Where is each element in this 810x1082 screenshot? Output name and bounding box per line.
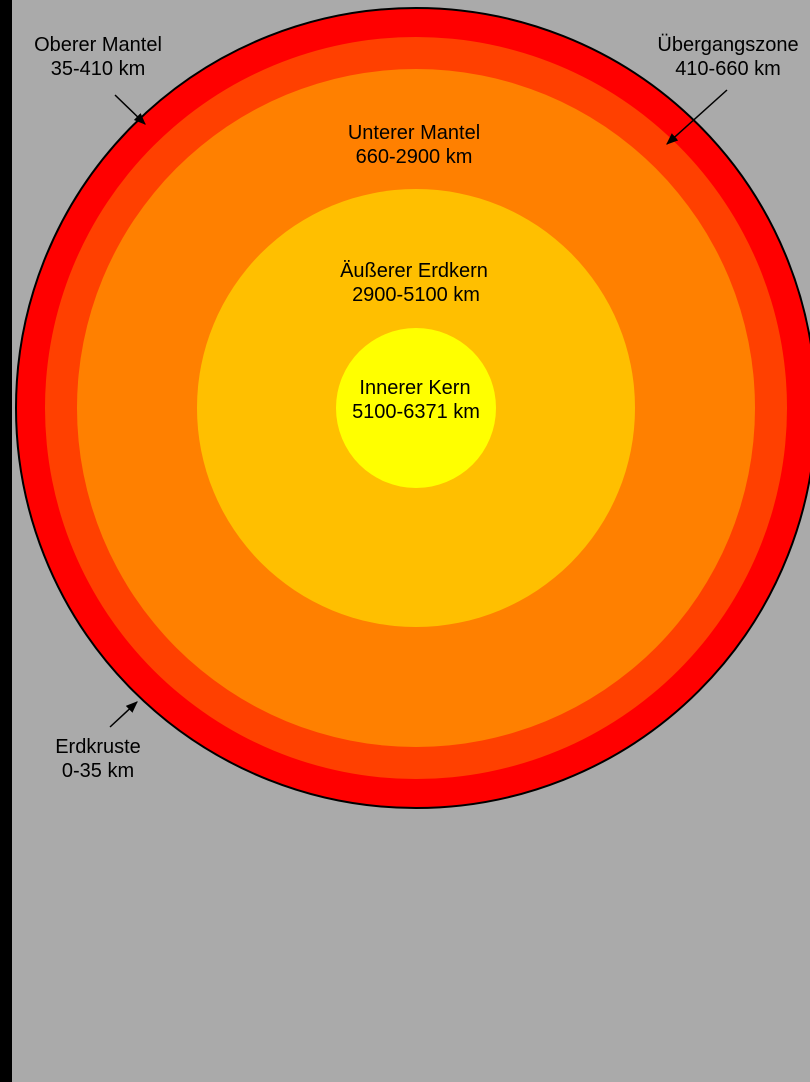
layer-name: Unterer Mantel bbox=[348, 122, 480, 144]
layer-range: 410-660 km bbox=[675, 58, 781, 80]
layer-range: 2900-5100 km bbox=[352, 284, 480, 306]
layer-range: 5100-6371 km bbox=[352, 401, 480, 423]
layer-name: Übergangszone bbox=[657, 34, 798, 56]
layer-name: Äußerer Erdkern bbox=[340, 260, 488, 282]
layer-range: 0-35 km bbox=[62, 760, 134, 782]
layer-name: Erdkruste bbox=[55, 736, 141, 758]
layer-range: 35-410 km bbox=[51, 58, 146, 80]
layer-name: Innerer Kern bbox=[359, 377, 470, 399]
layer-range: 660-2900 km bbox=[356, 146, 473, 168]
earth-layers-diagram: Oberer Mantel 35-410 km Übergangszone 41… bbox=[0, 0, 810, 1082]
layer-name: Oberer Mantel bbox=[34, 34, 162, 56]
